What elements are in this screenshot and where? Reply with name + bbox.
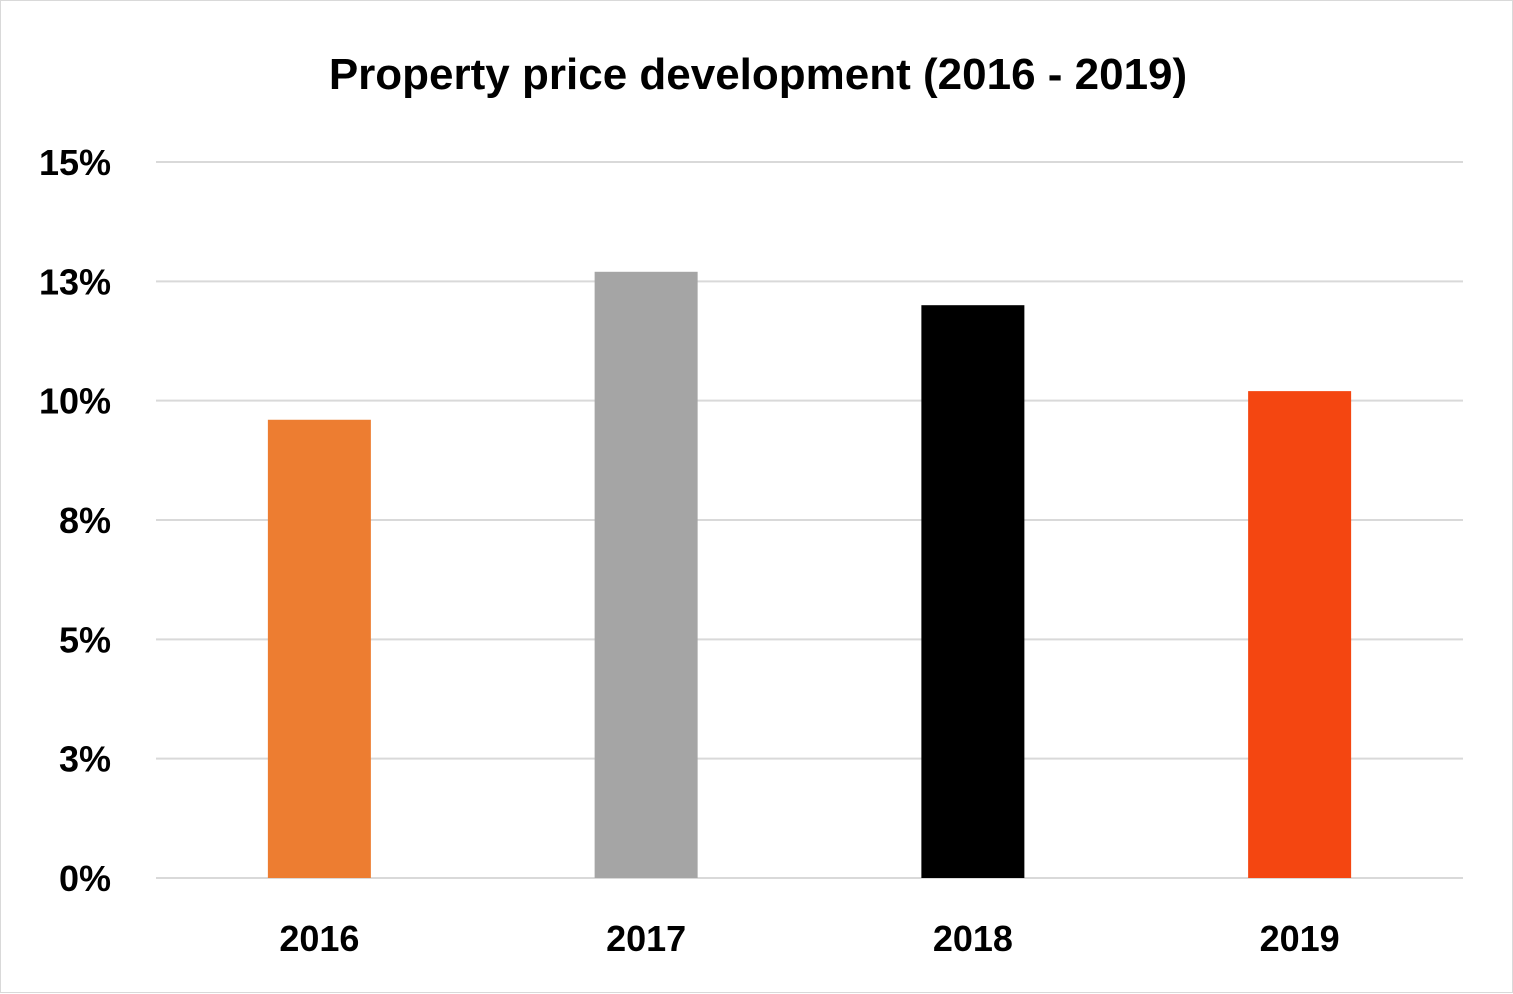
bar-2019 xyxy=(1248,391,1352,878)
x-tick-label-2016: 2016 xyxy=(279,918,359,959)
bar-2016 xyxy=(267,419,371,878)
y-tick-label: 8% xyxy=(59,500,111,541)
y-tick-label: 13% xyxy=(39,261,111,302)
y-tick-label: 15% xyxy=(39,142,111,183)
bars xyxy=(267,271,1352,879)
y-tick-label: 0% xyxy=(59,858,111,899)
x-tick-label-2018: 2018 xyxy=(933,918,1013,959)
y-axis-tick-labels: 0% 3% 5% 8% 10% 13% 15% xyxy=(39,142,111,899)
bar-2018 xyxy=(921,305,1025,878)
x-tick-label-2017: 2017 xyxy=(606,918,686,959)
y-tick-label: 3% xyxy=(59,739,111,780)
gridlines xyxy=(156,161,1463,879)
bar-2017 xyxy=(594,271,698,879)
y-tick-label: 5% xyxy=(59,619,111,660)
chart-title: Property price development (2016 - 2019) xyxy=(329,50,1187,99)
x-axis-category-labels: 2016 2017 2018 2019 xyxy=(279,918,1339,959)
y-tick-label: 10% xyxy=(39,381,111,422)
x-tick-label-2019: 2019 xyxy=(1260,918,1340,959)
